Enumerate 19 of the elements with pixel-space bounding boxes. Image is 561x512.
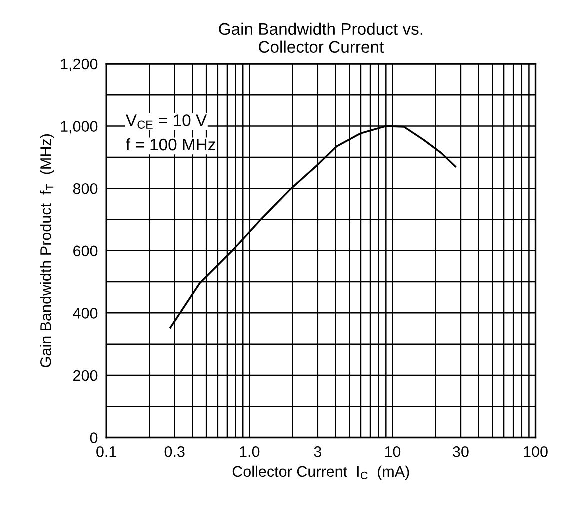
x-tick-label: 3 <box>314 446 322 458</box>
y-tick-label: 600 <box>74 246 98 257</box>
annotation: V$_{CE}$ = 10 V <box>126 114 208 129</box>
y-tick-label: 800 <box>73 183 98 194</box>
y-tick-label: 200 <box>74 370 98 382</box>
x-tick-label: 30 <box>453 446 469 458</box>
x-tick-label: 0.1 <box>96 446 116 458</box>
x-tick-label: 1.0 <box>240 446 260 458</box>
x-tick-label: 0.3 <box>164 446 185 458</box>
y-tick-label: 0 <box>90 432 98 444</box>
y-axis-title: Gain Bandwidth Product f$_{T}$ (MHz) <box>40 134 54 368</box>
y-tick-label: 400 <box>73 308 98 319</box>
annotation: f = 100 MHz <box>126 138 216 151</box>
y-tick-label: 1,000 <box>61 121 98 134</box>
x-axis-title: Collector Current I$_{C}$ (mA) <box>232 466 410 480</box>
y-tick-label: 1,200 <box>61 58 98 72</box>
x-tick-label: 100 <box>524 446 548 458</box>
x-tick-label: 10 <box>385 446 401 458</box>
chart-title: Gain Bandwidth Product vs. Collector Current <box>219 22 422 54</box>
